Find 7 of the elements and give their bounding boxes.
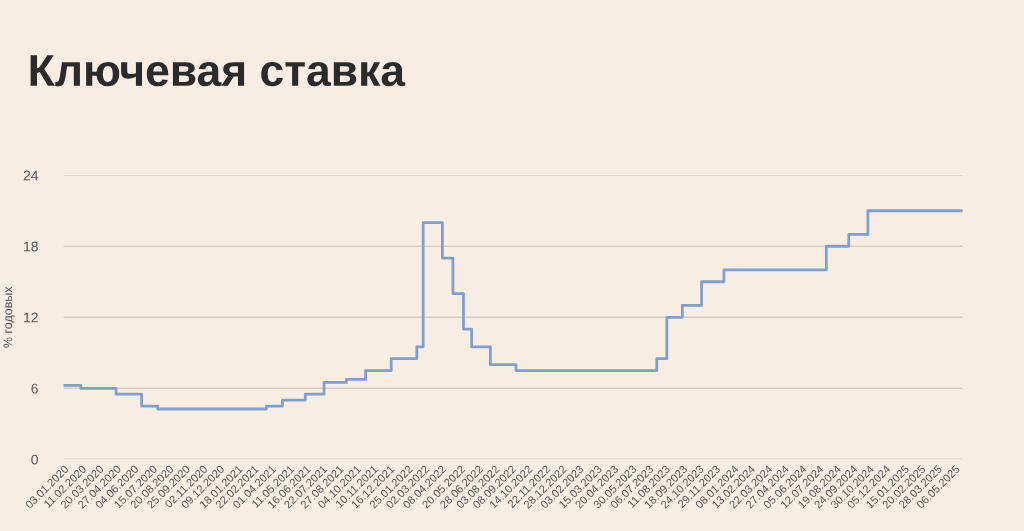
y-tick-label: 12 <box>24 312 38 323</box>
y-tick-label: 24 <box>23 170 39 181</box>
y-tick-label: 6 <box>31 383 38 394</box>
y-tick-label: 0 <box>31 454 38 465</box>
y-axis-title: % годовых <box>3 286 15 348</box>
y-tick-label: 18 <box>24 241 38 252</box>
chart-title: Ключевая ставка <box>30 55 406 87</box>
